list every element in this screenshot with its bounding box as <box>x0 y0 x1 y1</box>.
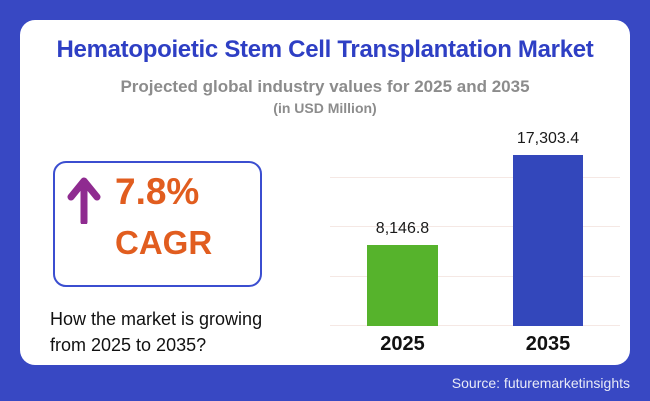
source-credit: Source: futuremarketinsights <box>451 375 630 391</box>
bar-group-2025: 8,146.8 2025 <box>367 220 438 355</box>
chart-subtitle: Projected global industry values for 202… <box>120 77 530 96</box>
bar-2025 <box>367 245 438 326</box>
cagr-box: 7.8% CAGR <box>53 161 262 287</box>
growth-up-arrow-icon <box>67 176 101 226</box>
gridline <box>330 176 620 178</box>
page-title: Hematopoietic Stem Cell Transplantation … <box>56 36 594 63</box>
category-label-2035: 2035 <box>525 333 571 355</box>
cagr-value: 7.8% <box>115 171 200 212</box>
bar-value-label: 8,146.8 <box>375 220 430 238</box>
gridline <box>330 275 620 277</box>
growth-question: How the market is growing from 2025 to 2… <box>50 309 263 355</box>
bar-value-label: 17,303.4 <box>516 129 580 147</box>
bar-chart: 8,146.8 2025 17,303.4 2035 <box>330 128 620 355</box>
cagr-label: CAGR <box>115 224 213 261</box>
category-label-2025: 2025 <box>380 333 425 355</box>
bar-2035 <box>513 154 583 326</box>
unit-note: (in USD Million) <box>273 100 377 116</box>
bar-group-2035: 17,303.4 2035 <box>513 129 583 355</box>
gridline <box>330 325 620 326</box>
content-card: Hematopoietic Stem Cell Transplantation … <box>20 20 630 365</box>
gridline <box>330 226 620 227</box>
